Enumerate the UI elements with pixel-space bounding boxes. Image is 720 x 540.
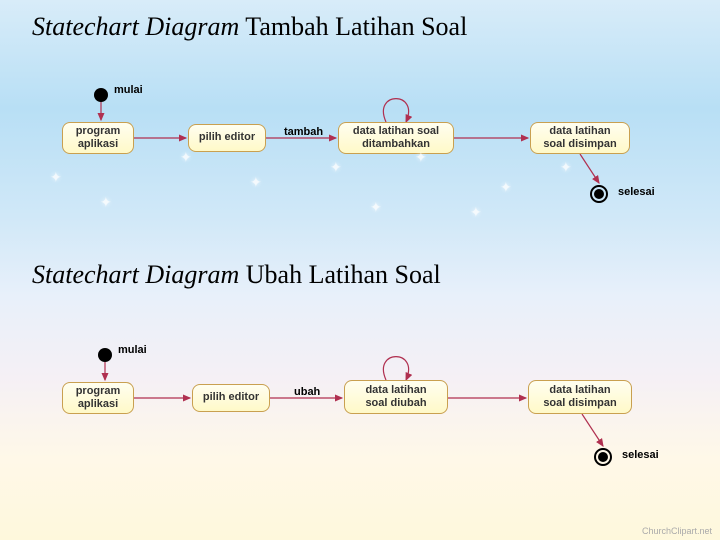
state-m1: program aplikasi	[62, 382, 134, 414]
state-n3: data latihan soal ditambahkan	[338, 122, 454, 154]
final-label: selesai	[618, 186, 655, 198]
sparkle-icon: ✦	[180, 150, 192, 167]
state-n4: data latihan soal disimpan	[530, 122, 630, 154]
state-m2: pilih editor	[192, 384, 270, 412]
state-m4: data latihan soal disimpan	[528, 380, 632, 414]
sparkle-icon: ✦	[560, 160, 572, 177]
sparkle-icon: ✦	[470, 205, 482, 222]
diagram-ubah: mulai program aplikasi pilih editor data la…	[0, 330, 720, 500]
sparkle-icon: ✦	[415, 150, 427, 167]
heading-2: Statechart Diagram Ubah Latihan Soal	[0, 260, 441, 290]
sparkle-icon: ✦	[500, 180, 512, 197]
sparkle-icon: ✦	[50, 170, 62, 187]
transition-label: ubah	[294, 386, 320, 398]
sparkle-icon: ✦	[330, 160, 342, 177]
state-n2: pilih editor	[188, 124, 266, 152]
heading-1: Statechart Diagram Tambah Latihan Soal	[0, 12, 467, 42]
sparkle-icon: ✦	[250, 175, 262, 192]
state-m3: data latihan soal diubah	[344, 380, 448, 414]
final-label: selesai	[622, 449, 659, 461]
final-state	[590, 185, 608, 203]
transition-label: tambah	[284, 126, 323, 138]
initial-state	[98, 348, 112, 362]
final-state	[594, 448, 612, 466]
sparkle-icon: ✦	[370, 200, 382, 217]
heading-1-italic: Statechart Diagram	[32, 12, 239, 41]
diagram-tambah: mulai program aplikasi pilih editor data la…	[0, 70, 720, 240]
watermark: ChurchClipart.net	[642, 526, 712, 536]
heading-2-italic: Statechart Diagram	[32, 260, 239, 289]
heading-1-plain: Tambah Latihan Soal	[239, 12, 467, 41]
heading-2-plain: Ubah Latihan Soal	[239, 260, 440, 289]
initial-state	[94, 88, 108, 102]
state-n1: program aplikasi	[62, 122, 134, 154]
sparkle-icon: ✦	[100, 195, 112, 212]
initial-label: mulai	[114, 84, 143, 96]
initial-label: mulai	[118, 344, 147, 356]
